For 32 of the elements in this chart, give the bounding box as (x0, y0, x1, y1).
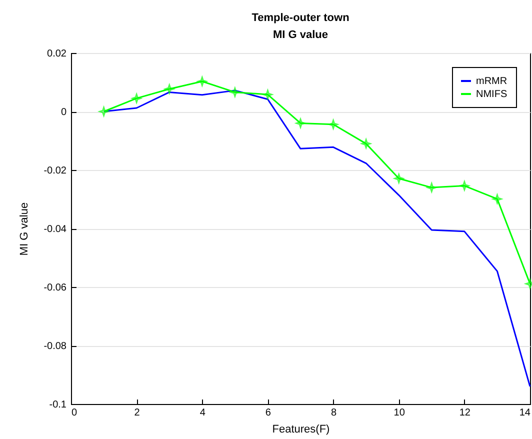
x-tick-label: 10 (394, 408, 406, 418)
point (263, 90, 272, 100)
y-tick-label: -0.04 (44, 224, 67, 235)
y-tick-label: -0.08 (44, 341, 67, 352)
point (296, 118, 306, 128)
chart-subtitle: MI G value (272, 29, 328, 41)
x-tick-label: 14 (519, 408, 531, 418)
legend-label: mRMR (476, 76, 508, 87)
legend-label: NMIFS (476, 89, 508, 100)
y-axis-title: MI G value (18, 202, 31, 256)
point (230, 88, 240, 97)
y-tick-label: -0.1 (49, 400, 67, 410)
point (460, 181, 470, 190)
x-tick-label: 12 (459, 408, 471, 418)
point (427, 182, 436, 192)
x-tick-label: 6 (265, 408, 272, 418)
point (99, 106, 108, 116)
x-axis-title: Features(F) (272, 424, 330, 436)
point (132, 94, 142, 103)
y-tick-label: -0.02 (44, 166, 67, 176)
point (492, 194, 502, 204)
chart-title: Temple-outer town (252, 12, 350, 24)
y-tick-label: -0.06 (44, 282, 67, 294)
y-tick-label: 0.02 (47, 48, 67, 60)
x-tick-label: 4 (200, 408, 206, 418)
point (164, 84, 174, 94)
x-tick-label: 0 (72, 408, 78, 418)
point (394, 174, 404, 184)
x-tick-label: 8 (331, 408, 338, 418)
y-tick-label: 0 (60, 107, 67, 118)
x-tick-label: 2 (134, 408, 140, 418)
point (361, 139, 371, 148)
